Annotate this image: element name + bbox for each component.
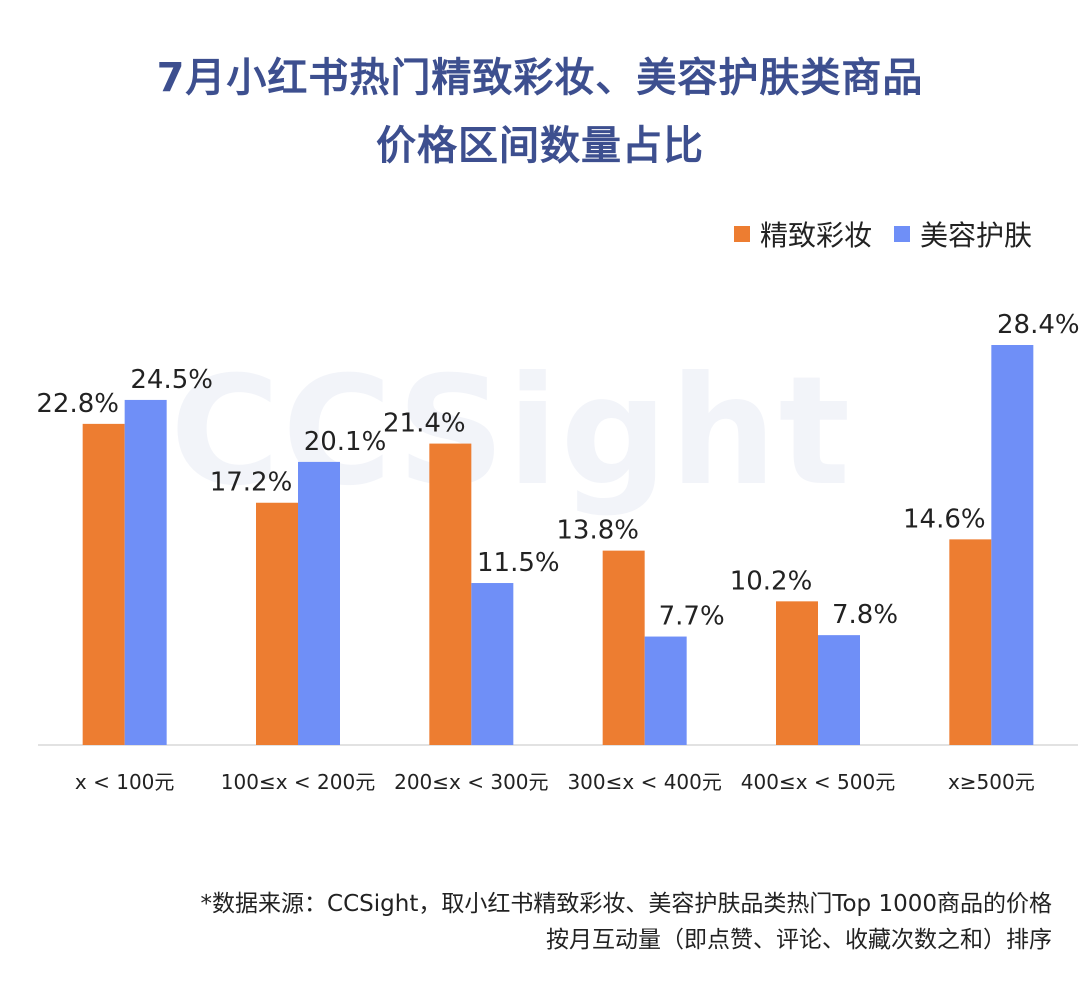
data-label-skincare-3: 7.7% <box>659 602 725 632</box>
bar-makeup-4 <box>776 601 818 745</box>
data-label-skincare-5: 28.4% <box>997 310 1080 340</box>
x-tick-label-3: 300≤x < 400元 <box>567 770 721 794</box>
data-label-makeup-3: 13.8% <box>556 516 639 546</box>
data-label-skincare-4: 7.8% <box>832 600 898 630</box>
footnote-ranking: 按月互动量（即点赞、评论、收藏次数之和）排序 <box>546 927 1052 953</box>
bar-skincare-2 <box>471 583 514 745</box>
watermark-logo: CCSight <box>170 345 853 519</box>
legend-item-makeup: 精致彩妆 <box>733 214 872 254</box>
x-tick-label-4: 400≤x < 500元 <box>741 770 895 794</box>
bar-skincare-5 <box>991 345 1034 745</box>
legend-swatch-skincare <box>893 226 910 242</box>
x-tick-label-1: 100≤x < 200元 <box>221 770 375 794</box>
bar-makeup-5 <box>949 539 992 745</box>
chart-legend: 精致彩妆 美容护肤 <box>733 214 1032 254</box>
data-label-makeup-5: 14.6% <box>903 504 986 534</box>
x-tick-label-5: x≥500元 <box>948 770 1035 794</box>
bar-makeup-1 <box>256 502 298 745</box>
bar-makeup-2 <box>429 443 472 745</box>
data-label-skincare-1: 20.1% <box>304 427 387 457</box>
legend-item-skincare: 美容护肤 <box>893 214 1032 254</box>
footnote-source: *数据来源：CCSight，取小红书精致彩妆、美容护肤品类热门Top 1000商… <box>200 891 1052 917</box>
chart-title-line1: 7月小红书热门精致彩妆、美容护肤类商品 <box>156 55 924 101</box>
data-label-makeup-2: 21.4% <box>383 409 466 439</box>
data-label-skincare-2: 11.5% <box>477 548 560 578</box>
bar-makeup-0 <box>82 423 125 745</box>
legend-label-skincare: 美容护肤 <box>919 219 1032 252</box>
legend-label-makeup: 精致彩妆 <box>759 219 872 252</box>
bar-makeup-3 <box>602 550 645 745</box>
data-label-makeup-1: 17.2% <box>210 468 293 498</box>
bar-skincare-4 <box>818 635 860 745</box>
bar-skincare-0 <box>124 399 167 745</box>
data-label-makeup-4: 10.2% <box>730 566 813 596</box>
data-label-skincare-0: 24.5% <box>130 365 213 395</box>
bar-skincare-3 <box>644 636 687 745</box>
bar-skincare-1 <box>298 461 340 745</box>
legend-swatch-makeup <box>733 226 750 242</box>
x-tick-label-2: 200≤x < 300元 <box>394 770 548 794</box>
data-label-makeup-0: 22.8% <box>36 389 119 419</box>
x-tick-label-0: x < 100元 <box>75 770 174 794</box>
chart-title-line2: 价格区间数量占比 <box>376 123 704 169</box>
